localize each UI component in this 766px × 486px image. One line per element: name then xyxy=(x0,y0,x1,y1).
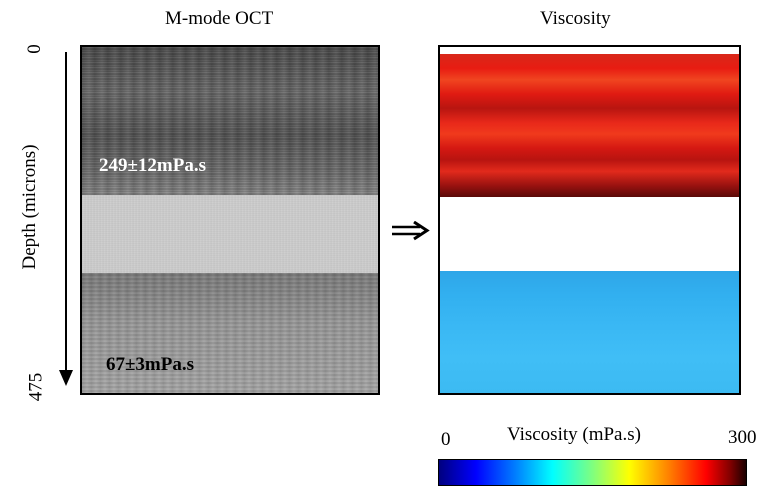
colorbar-min-label: 0 xyxy=(441,429,451,450)
top-layer-viscosity-label: 249±12mPa.s xyxy=(99,155,207,176)
depth-axis-max-tick: 475 xyxy=(25,372,47,402)
depth-axis-min-tick: 0 xyxy=(23,44,45,54)
double-arrow-right-icon xyxy=(392,221,430,241)
depth-axis-label: Depth (microns) xyxy=(19,144,40,270)
viscosity-map-panel xyxy=(438,45,741,395)
colorbar-max-label: 300 xyxy=(728,427,757,448)
viscosity-top-layer xyxy=(440,54,739,197)
depth-arrow-icon xyxy=(59,52,73,386)
viscosity-panel-title: Viscosity xyxy=(540,8,611,29)
bottom-layer-viscosity-label: 67±3mPa.s xyxy=(106,354,195,375)
oct-top-layer xyxy=(82,47,378,195)
oct-bottom-layer xyxy=(82,273,378,393)
oct-middle-layer xyxy=(82,195,378,273)
colorbar-title: Viscosity (mPa.s) xyxy=(507,424,641,445)
viscosity-bottom-layer xyxy=(440,271,739,393)
oct-panel-title: M-mode OCT xyxy=(165,8,274,29)
viscosity-colorbar xyxy=(438,459,747,486)
oct-image-panel: 249±12mPa.s 67±3mPa.s xyxy=(80,45,380,395)
